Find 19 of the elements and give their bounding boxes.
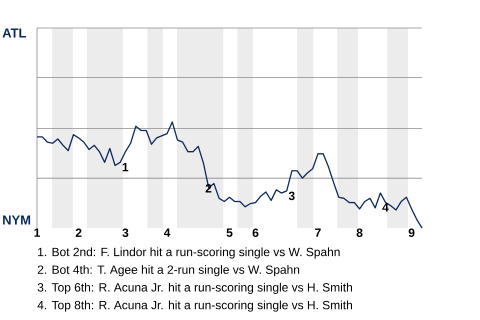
annotation: 3: [288, 192, 295, 200]
x-tick-label: 8: [356, 228, 363, 237]
annotation: 1: [122, 162, 128, 172]
x-tick-label: 6: [252, 228, 258, 237]
x-tick-label: 3: [122, 228, 128, 238]
text: NYM: [3, 216, 30, 224]
annotation: 4: [382, 203, 389, 212]
annotation: 2: [206, 184, 212, 193]
x-tick-label: 5: [226, 228, 232, 237]
text: 4. Top 8th: R. Acuna Jr. hit a run-scoring single vs H. Smith: [37, 300, 352, 312]
x-tick-label: 1: [34, 228, 40, 237]
x-tick-label: 7: [315, 228, 321, 237]
text: 1. Bot 2nd: F. Lindor hit a run-scoring single vs W. Spahn: [38, 247, 340, 259]
x-tick-label: 9: [408, 228, 414, 237]
text: 2. Bot 4th: T. Agee hit a 2-run single vs W. Spahn: [38, 265, 300, 276]
x-tick-label: 2: [76, 228, 82, 237]
x-tick-label: 4: [164, 228, 170, 237]
text: ATL: [2, 28, 26, 38]
text: 3. Top 6th: R. Acuna Jr. hit a run-scoring single vs H. Smith: [38, 282, 352, 294]
